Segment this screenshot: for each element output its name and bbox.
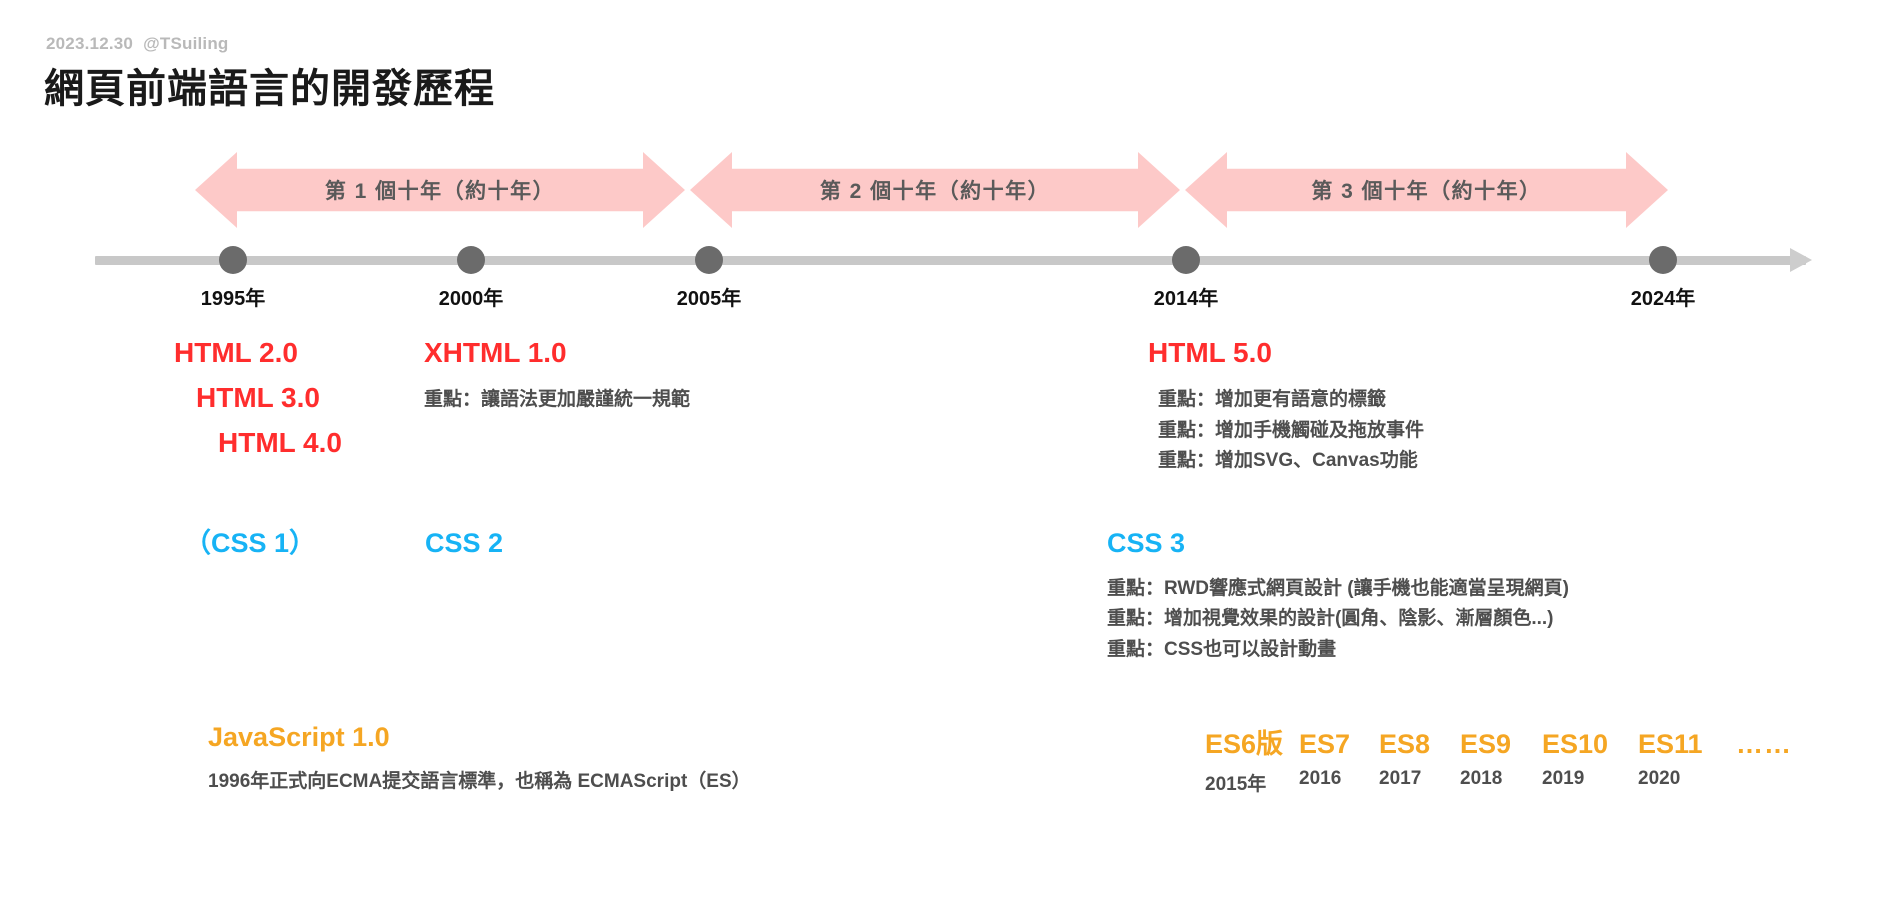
es-version-name: ES11 — [1638, 729, 1703, 759]
html5-note: 重點：增加更有語意的標籤 — [1158, 388, 1387, 410]
page-title: 網頁前端語言的開發歷程 — [44, 67, 495, 111]
css2-label: CSS 2 — [425, 528, 504, 558]
header-handle: @TSuiling — [143, 34, 229, 53]
es-version-name: ES10 — [1542, 729, 1609, 759]
decade-label-1: 第 1 個十年（約十年） — [324, 180, 556, 203]
html-version-label: HTML 3.0 — [196, 381, 320, 413]
xhtml-note: 重點：讓語法更加嚴謹統一規範 — [424, 388, 691, 410]
decade-arrow-3: 第 3 個十年（約十年） — [1185, 152, 1668, 228]
html5-2014-block: HTML 5.0 重點：增加更有語意的標籤 重點：增加手機觸碰及拖放事件 重點：… — [1148, 337, 1425, 477]
html5-note: 重點：增加SVG、Canvas功能 — [1158, 450, 1418, 472]
decade-arrow-1: 第 1 個十年（約十年） — [195, 152, 685, 228]
es-version-cell: ES11 2020 — [1638, 729, 1736, 790]
css1-label: （CSS 1） — [184, 528, 317, 558]
javascript-2000-block: JavaScript 1.0 1996年正式向ECMA提交語言標準，也稱為 EC… — [208, 722, 751, 797]
tick-label: 2000年 — [438, 288, 504, 310]
html-version-label: HTML 2.0 — [174, 337, 298, 368]
es-version-year: 2016 — [1299, 768, 1342, 789]
xhtml-version-label: XHTML 1.0 — [424, 337, 567, 368]
tick-label: 1995年 — [200, 288, 266, 310]
html5-version-label: HTML 5.0 — [1148, 337, 1272, 368]
header-meta: 2023.12.30 @TSuiling — [46, 34, 229, 54]
tick-label: 2014年 — [1153, 288, 1219, 310]
html5-note: 重點：增加手機觸碰及拖放事件 — [1158, 419, 1425, 441]
html-version-label: HTML 4.0 — [218, 426, 342, 458]
es-ellipsis-cell: …… — [1736, 729, 1792, 760]
es-version-year: 2015年 — [1205, 774, 1267, 795]
css3-note: 重點：CSS也可以設計動畫 — [1107, 639, 1337, 661]
javascript-note: 1996年正式向ECMA提交語言標準，也稱為 ECMAScript（ES） — [208, 770, 751, 792]
tick-dot-icon — [1172, 246, 1200, 274]
xhtml-2000-block: XHTML 1.0 重點：讓語法更加嚴謹統一規範 — [424, 337, 691, 416]
decade-label-2: 第 2 個十年（約十年） — [819, 180, 1051, 203]
es-version-year: 2017 — [1379, 768, 1422, 789]
tick-dot-icon — [695, 246, 723, 274]
es-version-name: ES8 — [1379, 729, 1431, 759]
css3-2014-block: CSS 3 重點：RWD響應式網頁設計 (讓手機也能適當呈現網頁) 重點：增加視… — [1107, 528, 1569, 666]
axis-line — [95, 256, 1806, 265]
tick-label: 2024年 — [1630, 288, 1696, 310]
es-version-name: ES6版 — [1205, 729, 1284, 759]
decade-label-3: 第 3 個十年（約十年） — [1311, 180, 1542, 203]
es-ellipsis: …… — [1736, 729, 1792, 759]
css1-1995-block: （CSS 1） — [184, 528, 317, 559]
decade-arrow-2: 第 2 個十年（約十年） — [690, 152, 1180, 228]
decade-arrow-band: 第 1 個十年（約十年） 第 2 個十年（約十年） 第 3 個十年（約十年） — [0, 152, 1900, 228]
html-1995-block: HTML 2.0 HTML 3.0 HTML 4.0 — [174, 337, 342, 458]
css3-label: CSS 3 — [1107, 528, 1186, 558]
css3-note: 重點：RWD響應式網頁設計 (讓手機也能適當呈現網頁) — [1107, 577, 1569, 599]
header-date: 2023.12.30 — [46, 34, 134, 53]
javascript-version-label: JavaScript 1.0 — [208, 722, 390, 752]
ecmascript-2014-block: ES6版 2015年 ES7 2016 ES8 2017 ES9 2018 ES… — [1205, 722, 1792, 796]
es-version-name: ES7 — [1299, 729, 1351, 759]
es-version-cell: ES9 2018 — [1460, 729, 1542, 790]
css3-note: 重點：增加視覺效果的設計(圓角、陰影、漸層顏色...) — [1107, 608, 1554, 630]
timeline-axis: 1995年 2000年 2005年 2014年 2024年 — [0, 240, 1900, 330]
tick-label: 2005年 — [676, 288, 742, 310]
tick-dot-icon — [1649, 246, 1677, 274]
css2-2000-block: CSS 2 — [425, 528, 504, 559]
es-version-cell: ES10 2019 — [1542, 729, 1638, 790]
es-version-year: 2019 — [1542, 768, 1585, 789]
es-version-cell: ES6版 2015年 — [1205, 722, 1299, 796]
tick-dot-icon — [219, 246, 247, 274]
es-version-year: 2018 — [1460, 768, 1503, 789]
es-version-cell: ES7 2016 — [1299, 729, 1379, 790]
es-version-cell: ES8 2017 — [1379, 729, 1460, 790]
axis-arrow-icon — [1790, 248, 1812, 272]
es-version-name: ES9 — [1460, 729, 1512, 759]
ecmascript-version-row: ES6版 2015年 ES7 2016 ES8 2017 ES9 2018 ES… — [1205, 722, 1792, 796]
tick-dot-icon — [457, 246, 485, 274]
es-version-year: 2020 — [1638, 768, 1681, 789]
